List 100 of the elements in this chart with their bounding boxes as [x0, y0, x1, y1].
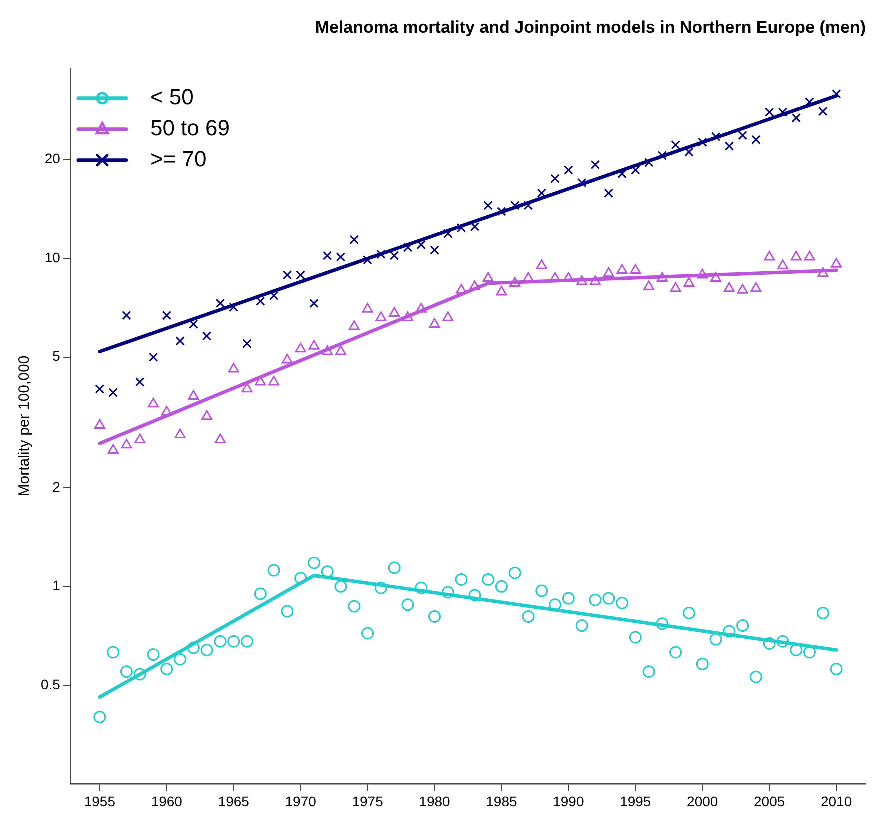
x-tick-label: 1965 [218, 793, 250, 810]
point [631, 166, 640, 175]
point [216, 298, 226, 308]
point [776, 635, 790, 648]
point [336, 252, 346, 262]
point [402, 598, 414, 612]
point [107, 646, 120, 659]
point [603, 267, 614, 278]
point [737, 284, 748, 294]
point [752, 135, 761, 145]
point [818, 106, 828, 116]
point [308, 340, 320, 350]
point [805, 97, 814, 107]
point [374, 582, 388, 594]
point [644, 280, 655, 290]
y-axis-title: Mortality per 100,000 [16, 356, 34, 497]
y-tick-label: 1 [52, 578, 61, 594]
point [148, 398, 160, 408]
point [790, 644, 803, 657]
point [241, 635, 254, 648]
point [94, 710, 106, 724]
point [389, 307, 400, 318]
point [348, 320, 360, 330]
point [335, 346, 347, 356]
point [350, 235, 360, 245]
point [390, 251, 400, 260]
point [724, 142, 734, 151]
point [484, 201, 493, 210]
point [642, 666, 656, 678]
point [229, 302, 238, 312]
point [362, 303, 374, 313]
point [818, 267, 829, 278]
point [816, 606, 830, 620]
point [589, 594, 602, 606]
point [95, 384, 105, 394]
point [564, 166, 574, 175]
point [202, 332, 212, 341]
point [416, 240, 426, 250]
point [482, 573, 495, 586]
point [403, 243, 413, 252]
point [161, 406, 172, 416]
point [736, 620, 750, 632]
point [108, 444, 119, 454]
point [295, 342, 306, 353]
point [134, 668, 146, 681]
y-tick-label: 5 [52, 348, 61, 364]
y-tick-label: 20 [44, 150, 61, 167]
point [455, 573, 468, 586]
point [750, 670, 762, 684]
point [497, 207, 506, 216]
x-tick-label: 1980 [419, 793, 451, 810]
point [147, 648, 160, 662]
point [254, 588, 267, 600]
point [442, 312, 454, 322]
point [402, 312, 414, 322]
point [764, 250, 776, 261]
point [656, 618, 669, 630]
point [684, 148, 694, 157]
point [496, 286, 508, 296]
point [670, 646, 682, 659]
point [189, 320, 198, 330]
point [294, 572, 308, 585]
point [296, 270, 306, 280]
point [188, 390, 200, 400]
point [174, 428, 186, 438]
point [510, 201, 520, 210]
x-tick-label: 1990 [553, 793, 584, 810]
point [444, 229, 453, 238]
point [202, 410, 213, 420]
point [376, 250, 386, 260]
point [334, 580, 348, 593]
point [94, 419, 106, 429]
point [778, 108, 788, 118]
point [537, 188, 547, 198]
point [268, 564, 280, 577]
point [830, 663, 843, 676]
point [255, 376, 266, 386]
x-tick-label: 2000 [687, 793, 718, 810]
point [630, 264, 642, 274]
point [187, 642, 200, 654]
point [524, 201, 534, 210]
point [456, 284, 468, 294]
point [214, 635, 227, 648]
point [468, 589, 482, 602]
point [495, 580, 508, 593]
point [604, 188, 614, 198]
point [671, 140, 680, 150]
y-tick-label: 2 [52, 478, 61, 495]
point [120, 666, 133, 678]
point [214, 434, 226, 444]
point [322, 251, 332, 260]
point [362, 627, 374, 640]
legend-label: 50 to 69 [150, 115, 230, 140]
point [696, 658, 709, 671]
point [429, 318, 440, 328]
chart-title: Melanoma mortality and Joinpoint models in Northern Europe (men) [315, 18, 866, 37]
x-tick-label: 2010 [820, 793, 852, 810]
point [522, 272, 534, 282]
point [724, 282, 735, 292]
point [348, 600, 361, 613]
